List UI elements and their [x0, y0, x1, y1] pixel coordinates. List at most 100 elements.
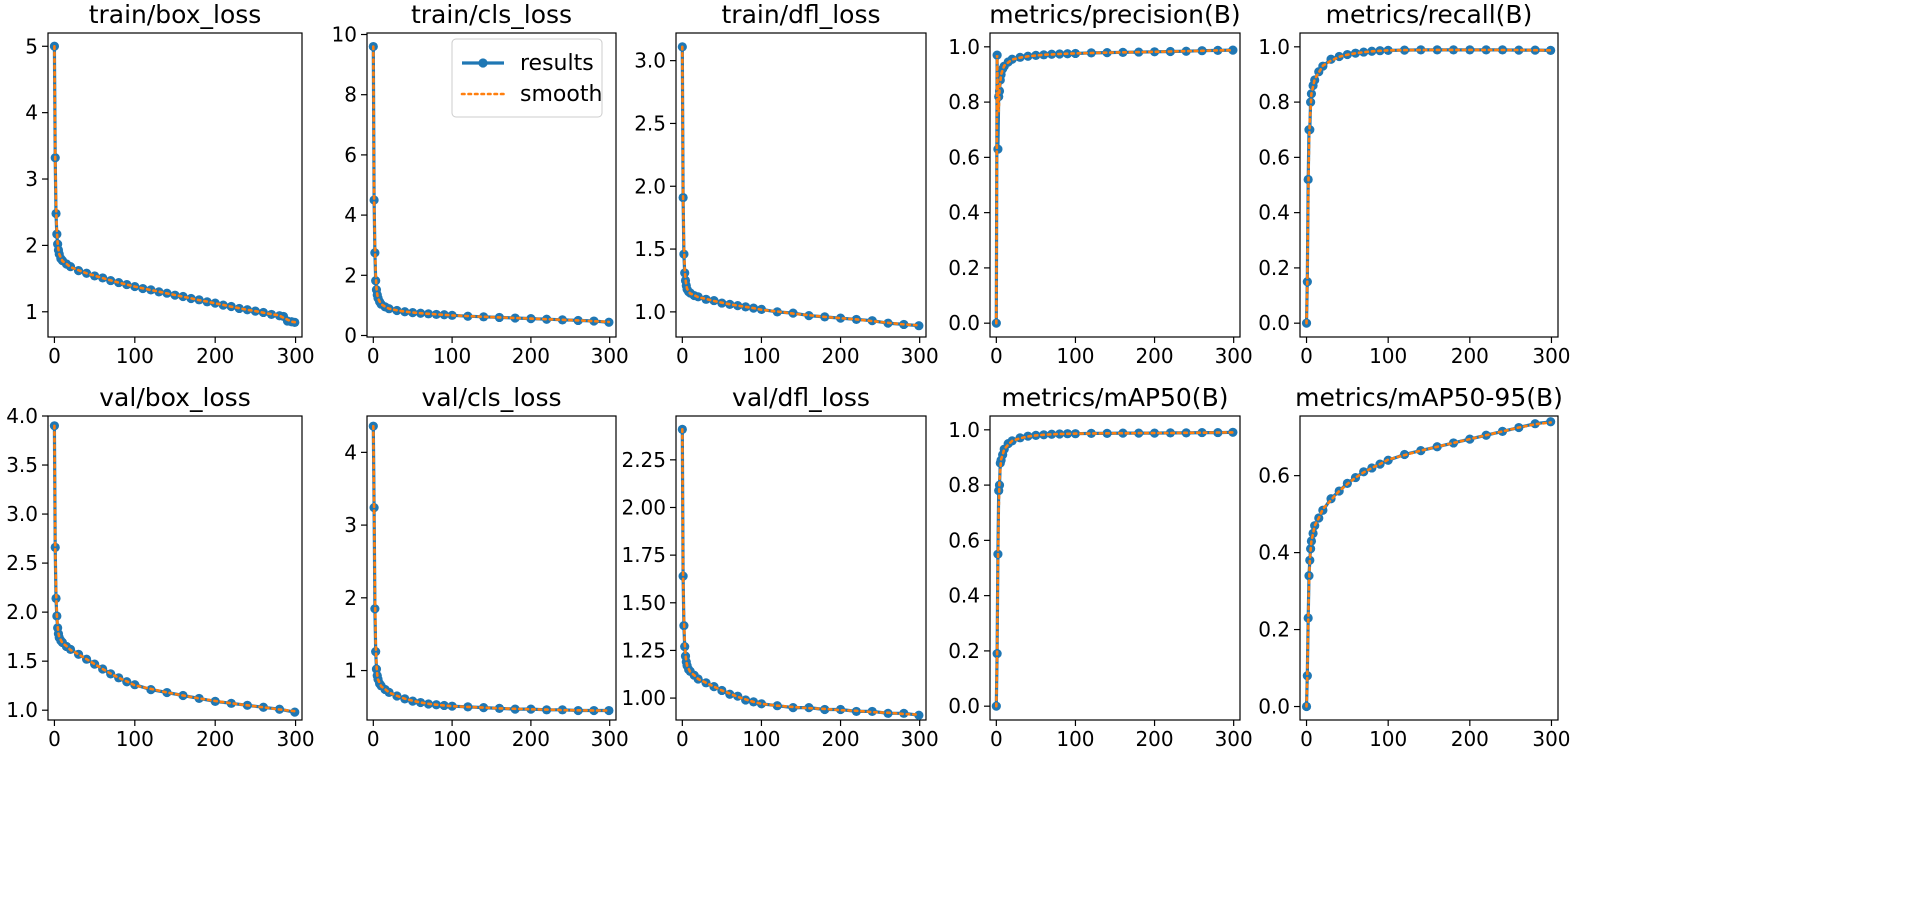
y-tick-label: 3.0: [634, 49, 666, 73]
x-tick-label: 100: [433, 727, 471, 751]
y-tick-label: 2.5: [6, 551, 38, 575]
subplot-title: metrics/recall(B): [1326, 0, 1533, 29]
axes-frame: [989, 415, 1241, 721]
y-tick-label: 1.0: [948, 418, 980, 442]
x-tick-label: 100: [433, 344, 471, 368]
y-tick-label: 0.6: [948, 145, 980, 169]
subplot-title: val/cls_loss: [422, 383, 562, 412]
results-point: [50, 542, 60, 553]
y-tick-label: 0.2: [1258, 256, 1290, 280]
results-point: [369, 195, 379, 205]
y-tick-label: 1.5: [634, 237, 666, 261]
x-tick-label: 300: [1215, 344, 1253, 368]
results-point: [914, 321, 924, 331]
x-tick-label: 0: [990, 344, 1003, 368]
results-point: [680, 268, 690, 278]
y-tick-label: 1.50: [621, 591, 666, 615]
x-tick-label: 0: [676, 727, 689, 751]
y-tick-label: 2: [344, 586, 357, 610]
x-tick-label: 300: [1215, 727, 1253, 751]
y-tick-label: 2.0: [634, 174, 666, 198]
results-point: [835, 704, 846, 715]
y-tick-label: 4.0: [6, 404, 38, 428]
subplot-title: val/dfl_loss: [732, 383, 870, 412]
subplot-7: val/cls_loss 0 100 200 300 1 2 3 4: [344, 383, 629, 751]
x-tick-label: 100: [116, 344, 154, 368]
x-tick-label: 200: [196, 344, 234, 368]
results-point: [400, 307, 410, 317]
y-tick-label: 2: [344, 263, 357, 287]
results-point: [210, 298, 220, 308]
results-point: [162, 687, 172, 698]
results-point: [867, 706, 877, 717]
results-point: [1047, 429, 1057, 439]
y-tick-label: 0.0: [948, 311, 980, 335]
results-point: [371, 647, 381, 657]
x-tick-label: 100: [116, 727, 154, 751]
results-point: [242, 305, 252, 315]
results-point: [122, 279, 132, 290]
x-tick-label: 300: [591, 727, 629, 751]
subplot-title: val/box_loss: [99, 383, 250, 412]
axes-frame: [1299, 32, 1559, 338]
subplot-8: val/dfl_loss 0 100 200 300 1.00 1.25 1.50 1.75 2.…: [621, 383, 938, 751]
x-tick-label: 200: [1451, 344, 1489, 368]
x-tick-label: 100: [742, 727, 780, 751]
x-tick-label: 0: [367, 344, 380, 368]
results-point: [447, 701, 457, 711]
y-tick-label: 4: [344, 440, 357, 464]
legend-results-marker: [478, 58, 488, 68]
y-tick-label: 1.75: [621, 543, 666, 567]
x-tick-label: 200: [1135, 344, 1173, 368]
legend-smooth-label: smooth: [520, 82, 602, 107]
subplot-title: train/box_loss: [89, 0, 262, 29]
y-tick-label: 1.00: [621, 686, 666, 710]
x-tick-label: 300: [276, 344, 314, 368]
results-point: [1305, 125, 1315, 135]
results-point: [258, 702, 269, 712]
smooth-line: [994, 48, 1235, 325]
axes-frame: [366, 415, 617, 721]
y-tick-label: 0.4: [1258, 541, 1290, 565]
x-tick-label: 100: [1056, 344, 1094, 368]
axes-frame: [366, 32, 617, 338]
x-tick-label: 300: [901, 727, 939, 751]
x-tick-label: 0: [990, 727, 1003, 751]
results-point: [1086, 428, 1096, 439]
x-tick-label: 0: [1300, 727, 1313, 751]
axes-frame: [675, 32, 927, 338]
y-tick-label: 0.4: [948, 201, 980, 225]
y-tick-label: 5: [25, 34, 38, 58]
subplot-4: metrics/precision(B) 0 100 200 300 0.0 0.2 0.4 0…: [948, 0, 1253, 368]
axes-frame: [989, 32, 1241, 338]
results-point: [178, 291, 188, 302]
y-tick-label: 1.0: [1258, 35, 1290, 59]
x-tick-label: 300: [1532, 727, 1570, 751]
y-tick-label: 0.0: [1258, 695, 1290, 719]
results-point: [899, 708, 909, 718]
x-tick-label: 300: [1532, 344, 1570, 368]
results-point: [1181, 46, 1191, 56]
x-tick-label: 200: [512, 344, 550, 368]
subplot-title: train/cls_loss: [411, 0, 572, 29]
results-point: [146, 285, 156, 295]
results-point: [1367, 463, 1377, 473]
y-tick-label: 2.5: [634, 111, 666, 135]
subplot-5: metrics/recall(B) 0 100 200 300 0.0 0.2 0.4 0.6 0…: [1258, 0, 1570, 368]
x-tick-label: 0: [1300, 344, 1313, 368]
x-tick-label: 100: [742, 344, 780, 368]
legend-results-label: results: [520, 51, 594, 76]
smooth-line: [53, 44, 297, 324]
x-tick-label: 100: [1369, 727, 1407, 751]
results-point: [756, 699, 767, 709]
x-tick-label: 0: [48, 344, 61, 368]
results-point: [415, 697, 426, 708]
y-tick-label: 0.4: [948, 584, 980, 608]
smooth-line: [371, 45, 611, 324]
results-point: [1497, 426, 1508, 436]
y-tick-label: 0.6: [1258, 145, 1290, 169]
subplot-title: metrics/precision(B): [989, 0, 1240, 29]
x-tick-label: 0: [48, 727, 61, 751]
y-tick-label: 1.0: [634, 300, 666, 324]
